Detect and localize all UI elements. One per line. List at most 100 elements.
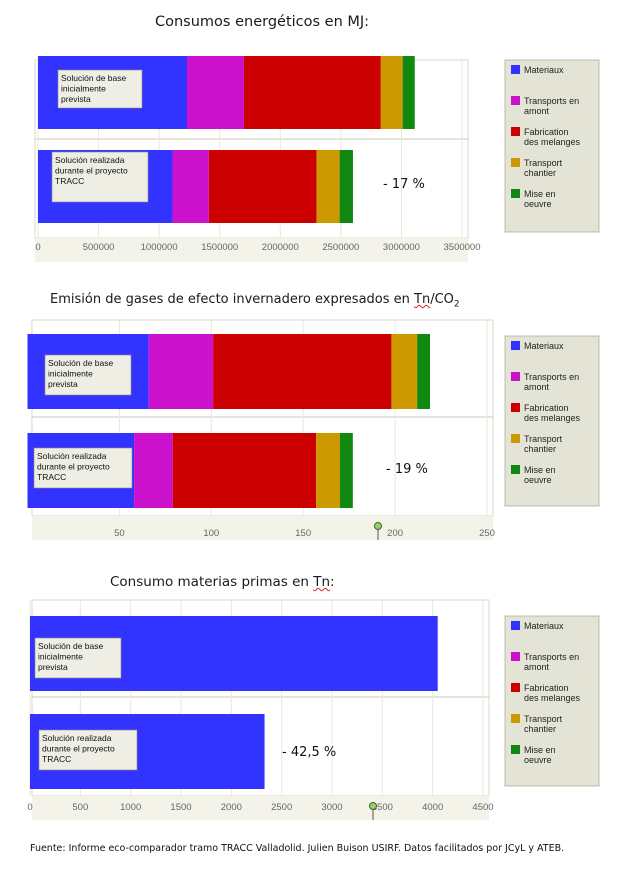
legend-label: Mise en [524, 465, 556, 475]
chart-3-title-text: Consumo materias primas en [110, 574, 314, 590]
legend-swatch [511, 434, 520, 443]
tick-label: 2500000 [322, 242, 359, 253]
bar-transports-en-amont [187, 56, 244, 129]
category-label-text: TRACC [42, 754, 71, 764]
chart-3-title-unit: Tn [313, 574, 331, 590]
tick-label: 4500 [472, 802, 493, 813]
tick-label: 100 [203, 528, 219, 539]
legend-swatch [511, 189, 520, 198]
tick-label: 0 [27, 802, 32, 813]
legend-label: oeuvre [524, 475, 552, 485]
axis-strip [35, 238, 468, 262]
legend-label: des melanges [524, 693, 581, 703]
category-label-text: Solución de base [38, 641, 103, 651]
tick-label: 2000 [221, 802, 242, 813]
legend-swatch [511, 652, 520, 661]
axis-strip [32, 516, 493, 540]
chart-2-title-subscript: 2 [453, 299, 460, 310]
legend-label: oeuvre [524, 199, 552, 209]
source-footer: Fuente: Informe eco-comparador tramo TRA… [30, 843, 565, 854]
category-label-text: inicialmente [61, 84, 106, 94]
legend-label: oeuvre [524, 755, 552, 765]
category-label-text: Solución realizada [42, 733, 112, 743]
legend-label: des melanges [524, 413, 581, 423]
category-label-box [51, 151, 149, 203]
legend-label: chantier [524, 724, 556, 734]
category-label-text: prevista [61, 94, 91, 104]
bar-mise-en-oeuvre [339, 150, 353, 223]
legend-label: Materiaux [524, 621, 564, 631]
legend-swatch [511, 96, 520, 105]
marker-dot [374, 522, 382, 530]
bar-fabrication-des-melanges [208, 150, 317, 223]
reduction-annotation: - 42,5 % [282, 745, 336, 760]
category-label-text: prevista [38, 662, 68, 672]
legend-label: Mise en [524, 189, 556, 199]
legend-box [504, 615, 600, 787]
bar-fabrication-des-melanges [172, 433, 317, 508]
marker-dot [369, 802, 377, 810]
legend-swatch [511, 465, 520, 474]
category-label-box [34, 637, 122, 679]
legend-swatch [511, 158, 520, 167]
legend-swatch [511, 65, 520, 74]
category-label-text: Solución de base [61, 73, 126, 83]
bar-mise-en-oeuvre [417, 334, 431, 409]
legend-label: Fabrication [524, 683, 569, 693]
legend-label: amont [524, 382, 550, 392]
chart-3-title: Consumo materias primas en Tn: [110, 574, 335, 590]
tick-label: 3000000 [383, 242, 420, 253]
bar-transport-chantier [316, 433, 340, 508]
bar-transport-chantier [391, 334, 418, 409]
legend-label: Transports en [524, 372, 579, 382]
legend-label: Mise en [524, 745, 556, 755]
category-label-box [44, 354, 132, 396]
tick-label: 50 [114, 528, 125, 539]
reduction-annotation: - 17 % [383, 177, 425, 192]
reduction-annotation: - 19 % [386, 462, 428, 477]
tick-label: 0 [35, 242, 40, 253]
category-label-text: inicialmente [48, 369, 93, 379]
category-label-text: TRACC [37, 472, 66, 482]
bar-transport-chantier [316, 150, 340, 223]
tick-label: 2000000 [262, 242, 299, 253]
bar-transports-en-amont [134, 433, 173, 508]
tick-label: 250 [479, 528, 495, 539]
legend-label: amont [524, 662, 550, 672]
category-label-text: Solución realizada [37, 451, 107, 461]
chart-1-title: Consumos energéticos en MJ: [155, 14, 370, 30]
category-label-text: prevista [48, 379, 78, 389]
chart-2-title: Emisión de gases de efecto invernadero e… [50, 292, 460, 310]
legend-label: Transport [524, 158, 563, 168]
legend-label: chantier [524, 168, 556, 178]
legend-label: des melanges [524, 137, 581, 147]
axis-strip [32, 796, 489, 820]
tick-label: 3500000 [444, 242, 481, 253]
category-label-text: Solución de base [48, 358, 113, 368]
chart-2-title-unit: Tn [414, 292, 431, 307]
bar-mise-en-oeuvre [339, 433, 353, 508]
chart-2-title-gas: /CO [430, 292, 454, 307]
legend-swatch [511, 683, 520, 692]
tick-label: 2500 [271, 802, 292, 813]
legend-label: chantier [524, 444, 556, 454]
tick-label: 1500 [170, 802, 191, 813]
category-label-text: Solución realizada [55, 155, 125, 165]
bar-transport-chantier [380, 56, 403, 129]
legend-label: Transports en [524, 652, 579, 662]
legend-label: Transports en [524, 96, 579, 106]
tick-label: 1500000 [201, 242, 238, 253]
legend-swatch [511, 745, 520, 754]
category-label-text: durante el proyecto [55, 166, 128, 176]
category-label-text: durante el proyecto [42, 744, 115, 754]
category-label-text: durante el proyecto [37, 462, 110, 472]
tick-label: 3000 [321, 802, 342, 813]
bar-fabrication-des-melanges [213, 334, 392, 409]
chart-3-title-colon: : [330, 574, 335, 590]
tick-label: 1000 [120, 802, 141, 813]
legend-swatch [511, 127, 520, 136]
tick-label: 200 [387, 528, 403, 539]
